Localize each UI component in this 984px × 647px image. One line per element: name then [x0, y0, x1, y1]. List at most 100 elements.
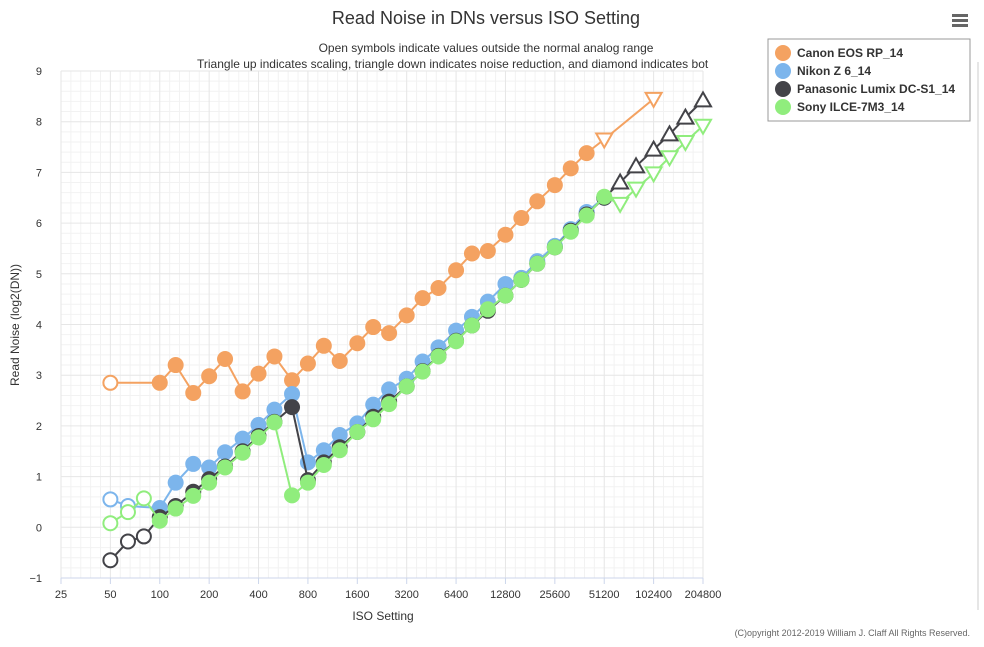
- y-tick-label: 8: [36, 117, 42, 129]
- x-tick-label: 3200: [394, 589, 418, 601]
- data-point-open: [135, 528, 152, 545]
- data-point: [349, 335, 366, 352]
- data-point: [529, 255, 546, 272]
- legend-marker: [775, 63, 791, 79]
- legend-item[interactable]: Canon EOS RP_14: [775, 45, 903, 61]
- data-point: [217, 350, 234, 367]
- legend-item[interactable]: Panasonic Lumix DC-S1_14: [775, 81, 955, 97]
- data-point-triangle-up: [659, 124, 680, 142]
- data-point: [315, 442, 332, 459]
- data-point-triangle-up: [626, 156, 646, 174]
- legend-item[interactable]: Sony ILCE-7M3_14: [775, 99, 905, 115]
- data-point: [167, 474, 184, 491]
- data-point: [299, 355, 316, 372]
- data-point: [284, 385, 301, 402]
- data-point: [562, 160, 579, 177]
- data-point: [546, 239, 563, 256]
- x-tick-label: 400: [249, 589, 267, 601]
- data-point: [365, 396, 382, 413]
- chart-subtitle-line-1: Open symbols indicate values outside the…: [319, 41, 654, 55]
- data-point: [217, 459, 234, 476]
- data-point-open: [102, 374, 119, 391]
- x-tick-label: 102400: [635, 589, 672, 601]
- y-tick-label: 1: [36, 472, 42, 484]
- data-point: [250, 416, 267, 433]
- data-point: [266, 348, 283, 365]
- data-point-triangle-down: [693, 118, 713, 136]
- legend-marker: [775, 99, 791, 115]
- data-point: [185, 487, 202, 504]
- legend: Canon EOS RP_14 Nikon Z 6_14 Panasonic Lum…: [767, 38, 971, 122]
- chart-context-menu-button[interactable]: [946, 8, 974, 32]
- y-tick-label: 6: [36, 218, 42, 230]
- y-tick-label: 0: [36, 522, 42, 534]
- data-point: [266, 401, 283, 418]
- data-point: [479, 242, 496, 259]
- data-point: [349, 423, 366, 440]
- data-point: [185, 384, 202, 401]
- x-tick-label: 25: [55, 589, 67, 601]
- data-point-triangle-up: [693, 90, 713, 108]
- data-point: [331, 427, 348, 444]
- data-point: [234, 430, 251, 447]
- data-point-open: [135, 490, 152, 507]
- legend-marker: [775, 45, 791, 61]
- x-tick-label: 1600: [345, 589, 369, 601]
- y-tick-label: 2: [36, 421, 42, 433]
- data-point: [315, 456, 332, 473]
- legend-item[interactable]: Nikon Z 6_14: [775, 63, 871, 79]
- data-point: [331, 442, 348, 459]
- data-point: [479, 301, 496, 318]
- data-point: [381, 381, 398, 398]
- data-point: [315, 337, 332, 354]
- data-point-triangle-down: [675, 134, 696, 152]
- series-line: [110, 98, 655, 395]
- legend-label: Canon EOS RP_14: [797, 46, 903, 60]
- y-axis-title: Read Noise (log2(DN)): [8, 264, 22, 386]
- data-point: [414, 363, 431, 380]
- x-tick-label: 50: [104, 589, 116, 601]
- data-point: [201, 474, 218, 491]
- data-point: [381, 396, 398, 413]
- y-tick-label: 9: [36, 66, 42, 78]
- data-point: [448, 262, 465, 279]
- x-tick-label: 800: [299, 589, 317, 601]
- x-tick-label: 100: [151, 589, 169, 601]
- x-tick-label: 200: [200, 589, 218, 601]
- data-point-open: [102, 491, 119, 508]
- x-axis-title: ISO Setting: [352, 609, 413, 623]
- data-point-open: [102, 515, 119, 532]
- y-tick-label: 5: [36, 269, 42, 281]
- data-point: [546, 177, 563, 194]
- data-point: [463, 245, 480, 262]
- data-point: [250, 429, 267, 446]
- legend-marker: [775, 81, 791, 97]
- data-point: [578, 145, 595, 162]
- series-layer: [102, 90, 713, 569]
- x-tick-label: 6400: [444, 589, 468, 601]
- data-point: [513, 271, 530, 288]
- data-point: [284, 372, 301, 389]
- data-point: [430, 348, 447, 365]
- series-0: [102, 91, 664, 401]
- data-point: [430, 279, 447, 296]
- data-point: [167, 500, 184, 517]
- chart-subtitle-line-2: Triangle up indicates scaling, triangle …: [197, 57, 709, 71]
- grid: [60, 70, 704, 579]
- data-point-triangle-down: [643, 91, 664, 109]
- data-point: [201, 459, 218, 476]
- legend-label: Panasonic Lumix DC-S1_14: [797, 82, 955, 96]
- data-point: [365, 411, 382, 428]
- data-point: [497, 275, 514, 292]
- data-point-triangle-down: [659, 150, 680, 168]
- axes: 25 50 100 200 400 800 1600 3200 6400 12800 25600 51…: [29, 66, 721, 601]
- data-point: [151, 374, 168, 391]
- data-point: [167, 357, 184, 374]
- data-point: [578, 207, 595, 224]
- y-tick-label: −1: [29, 573, 42, 585]
- data-point: [331, 353, 348, 370]
- data-point: [398, 378, 415, 395]
- series-3: [102, 118, 713, 532]
- data-point-triangle-up: [643, 139, 664, 157]
- copyright-credit: (C)opyright 2012-2019 William J. Claff A…: [735, 628, 970, 638]
